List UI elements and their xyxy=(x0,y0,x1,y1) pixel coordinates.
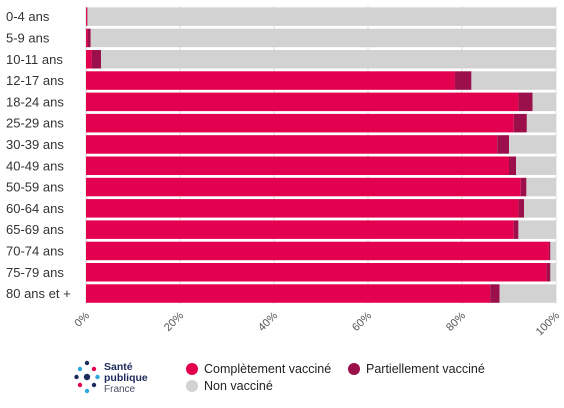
bar-segment-partial[interactable] xyxy=(520,177,527,197)
bar-segment-none[interactable] xyxy=(509,135,556,154)
bar-segment-partial[interactable] xyxy=(509,156,517,176)
bar-segment-none[interactable] xyxy=(471,71,556,90)
category-label: 25-29 ans xyxy=(6,116,64,131)
bar-segment-complete[interactable] xyxy=(86,284,491,303)
bar-segment-complete[interactable] xyxy=(86,135,498,154)
legend: Complètement vacciné Partiellement vacci… xyxy=(186,362,526,402)
bar-segment-partial[interactable] xyxy=(91,50,102,69)
logo-text-france: France xyxy=(104,384,136,395)
legend-label-partial: Partiellement vacciné xyxy=(366,362,485,376)
category-label: 12-17 ans xyxy=(6,73,64,88)
bar-segment-complete[interactable] xyxy=(86,92,519,112)
bar-segment-complete[interactable] xyxy=(86,50,92,69)
category-label: 65-69 ans xyxy=(6,222,64,237)
bar-segment-complete[interactable] xyxy=(86,156,509,176)
sante-publique-france-logo: Santé publique France xyxy=(74,360,174,400)
legend-swatch-none xyxy=(186,380,198,392)
legend-label-complete: Complètement vacciné xyxy=(204,362,332,376)
bar-segment-partial[interactable] xyxy=(518,92,533,112)
logo-text-sante: Santé xyxy=(104,361,133,373)
category-label: 70-74 ans xyxy=(6,243,64,258)
bar-segment-partial[interactable] xyxy=(546,263,551,282)
legend-label-none: Non vacciné xyxy=(204,379,273,393)
bar-segment-complete[interactable] xyxy=(86,263,547,282)
category-label: 40-49 ans xyxy=(6,158,64,173)
category-label: 0-4 ans xyxy=(6,9,50,24)
category-label: 10-11 ans xyxy=(6,52,63,67)
category-label: 50-59 ans xyxy=(6,180,64,195)
bar-segment-partial[interactable] xyxy=(454,71,472,90)
bar-segment-none[interactable] xyxy=(518,220,556,239)
logo-text-publique: publique xyxy=(104,372,148,384)
bar-segment-complete[interactable] xyxy=(86,220,514,239)
bar-segment-complete[interactable] xyxy=(86,177,521,197)
category-label: 60-64 ans xyxy=(6,201,64,216)
bar-segment-complete[interactable] xyxy=(86,28,88,48)
x-tick-label: 0% xyxy=(72,310,92,330)
logo-dots-icon xyxy=(74,360,100,394)
bar-segment-partial[interactable] xyxy=(513,220,519,239)
x-tick-label: 20% xyxy=(162,310,186,334)
x-tick-label: 40% xyxy=(256,310,280,334)
legend-item-partial[interactable]: Partiellement vacciné xyxy=(348,362,485,376)
bar-segment-none[interactable] xyxy=(532,92,557,112)
bar-segment-complete[interactable] xyxy=(86,199,519,218)
bar-segment-complete[interactable] xyxy=(86,113,514,133)
bar-segment-none[interactable] xyxy=(526,113,556,133)
bar-segment-none[interactable] xyxy=(90,28,556,48)
bar-segment-none[interactable] xyxy=(550,241,556,261)
bar-segment-none[interactable] xyxy=(101,50,556,69)
category-label: 80 ans et + xyxy=(6,286,71,301)
bar-segment-complete[interactable] xyxy=(86,241,549,261)
bar-segment-partial[interactable] xyxy=(548,241,551,261)
bar-segment-none[interactable] xyxy=(516,156,556,176)
bar-segment-complete[interactable] xyxy=(86,7,87,26)
x-tick-label: 100% xyxy=(534,310,563,339)
bar-segment-none[interactable] xyxy=(524,199,556,218)
bar-segment-none[interactable] xyxy=(87,7,556,26)
bar-segment-partial[interactable] xyxy=(518,199,525,218)
legend-swatch-partial xyxy=(348,363,360,375)
chart: 0-4 ans 5-9 ans 10-11 ans 12-17 ans 18-24 an… xyxy=(6,6,563,339)
category-label: 75-79 ans xyxy=(6,265,64,280)
x-tick-label: 80% xyxy=(444,310,468,334)
legend-item-none[interactable]: Non vacciné xyxy=(186,379,273,393)
bar-segment-partial[interactable] xyxy=(497,135,509,154)
category-label: 30-39 ans xyxy=(6,137,64,152)
bar-segment-partial[interactable] xyxy=(87,28,91,48)
legend-item-complete[interactable]: Complètement vacciné xyxy=(186,362,331,376)
category-label: 5-9 ans xyxy=(6,30,50,45)
bar-segment-none[interactable] xyxy=(499,284,556,303)
bar-segment-partial[interactable] xyxy=(490,284,500,303)
bar-segment-none[interactable] xyxy=(550,263,556,282)
bar-segment-none[interactable] xyxy=(526,177,556,197)
x-tick-label: 60% xyxy=(350,310,374,334)
legend-swatch-complete xyxy=(186,363,198,375)
bar-segment-partial[interactable] xyxy=(513,113,527,133)
category-label: 18-24 ans xyxy=(6,94,64,109)
bar-segment-complete[interactable] xyxy=(86,71,455,90)
